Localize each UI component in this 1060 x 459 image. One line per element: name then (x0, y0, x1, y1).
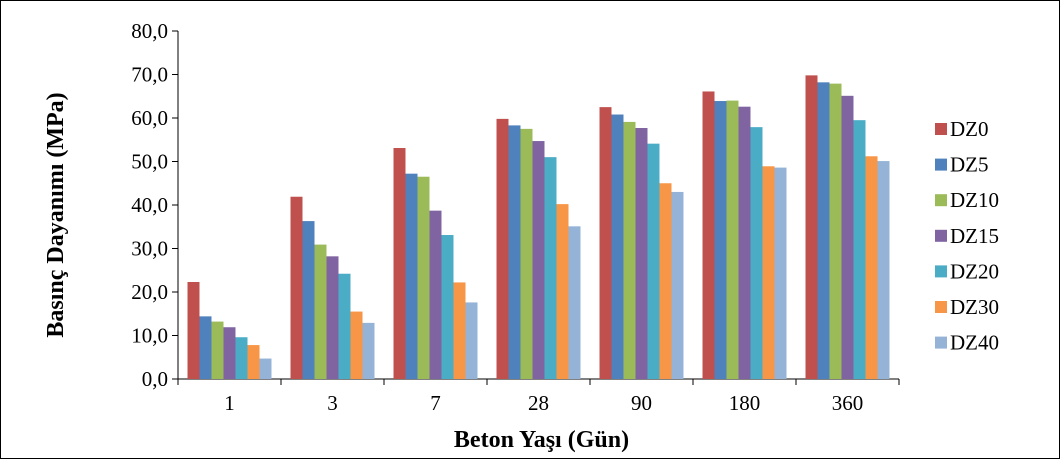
bar-dz40-3 (362, 322, 375, 379)
bar-dz10-180 (726, 100, 739, 379)
legend-swatch-dz40 (935, 336, 947, 349)
y-tick-label: 50,0 (131, 150, 168, 174)
bar-dz20-90 (647, 143, 660, 379)
bar-dz40-360 (877, 161, 890, 379)
bar-dz5-360 (817, 82, 830, 379)
bar-dz15-360 (841, 95, 854, 379)
y-tick-label: 20,0 (131, 280, 168, 304)
y-tick-label: 0,0 (142, 367, 168, 391)
legend-label-dz30: DZ30 (950, 295, 999, 319)
bar-dz30-3 (350, 311, 363, 379)
legend-swatch-dz30 (935, 301, 947, 313)
y-tick-label: 70,0 (131, 63, 168, 87)
legend-label-dz20: DZ20 (950, 259, 999, 283)
bar-dz30-180 (762, 166, 775, 379)
bar-dz30-1 (247, 345, 260, 379)
bar-dz20-1 (235, 337, 248, 379)
legend: DZ0 DZ5 DZ10 DZ15 DZ20 DZ30 DZ40 (935, 117, 999, 355)
y-tick-label: 30,0 (131, 237, 168, 261)
bar-dz30-28 (556, 204, 569, 379)
legend-label-dz15: DZ15 (950, 224, 999, 248)
x-tick-label: 360 (832, 391, 864, 415)
bars (187, 75, 890, 380)
bar-dz40-28 (568, 226, 581, 379)
legend-swatch-dz5 (935, 158, 947, 171)
bar-dz20-180 (750, 127, 763, 379)
legend-swatch-dz0 (935, 123, 947, 135)
y-axis: 0,0 10,0 20,0 30,0 40,0 50,0 60,0 70,0 80,0 (131, 19, 179, 391)
y-tick-label: 40,0 (131, 193, 168, 217)
bar-dz30-7 (453, 282, 466, 379)
x-tick-label: 180 (729, 391, 761, 415)
y-tick-label: 60,0 (131, 106, 168, 130)
bar-dz10-90 (623, 121, 636, 379)
bar-dz0-3 (290, 196, 303, 379)
legend-label-dz40: DZ40 (950, 331, 999, 355)
y-tick-label: 80,0 (131, 19, 168, 43)
legend-swatch-dz15 (935, 229, 947, 242)
bar-dz40-1 (259, 358, 272, 379)
x-tick-label: 1 (224, 391, 235, 415)
x-tick-label: 3 (327, 391, 338, 415)
bar-dz10-28 (520, 128, 533, 379)
bar-dz0-90 (599, 107, 612, 379)
bar-dz5-7 (405, 173, 418, 379)
bar-dz0-1 (187, 281, 200, 379)
bar-dz10-360 (829, 83, 842, 379)
bar-dz15-180 (738, 106, 751, 379)
bar-dz20-3 (338, 273, 351, 379)
bar-dz20-28 (544, 157, 557, 379)
bar-dz5-1 (199, 316, 212, 379)
bar-dz15-1 (223, 327, 236, 379)
x-tick-label: 28 (528, 391, 549, 415)
bar-dz0-180 (702, 91, 715, 379)
x-tick-label: 7 (430, 391, 441, 415)
bar-dz10-1 (211, 321, 224, 379)
bar-dz5-90 (611, 114, 624, 380)
bar-dz20-7 (441, 235, 454, 379)
bar-dz40-7 (465, 302, 478, 379)
bar-dz0-360 (805, 75, 818, 380)
bar-dz5-28 (508, 125, 521, 380)
bar-dz20-360 (853, 120, 866, 380)
legend-swatch-dz10 (935, 194, 947, 207)
bar-dz0-28 (496, 118, 509, 380)
legend-swatch-dz20 (935, 265, 947, 278)
bar-dz15-90 (635, 128, 648, 379)
bar-dz30-90 (659, 183, 672, 379)
x-axis-title: Beton Yaşı (Gün) (454, 427, 629, 453)
bar-dz40-180 (774, 167, 787, 379)
legend-label-dz5: DZ5 (950, 153, 989, 177)
bar-dz15-7 (429, 210, 442, 379)
bar-dz5-3 (302, 221, 315, 379)
legend-label-dz10: DZ10 (950, 188, 999, 212)
legend-label-dz0: DZ0 (950, 117, 989, 141)
x-axis: 1 3 7 28 90 180 360 (177, 378, 900, 415)
bar-dz40-90 (671, 191, 684, 379)
bar-dz15-3 (326, 256, 339, 379)
y-tick-label: 10,0 (131, 324, 168, 348)
bar-dz0-7 (393, 148, 406, 379)
bar-dz30-360 (865, 156, 878, 379)
bar-dz15-28 (532, 141, 545, 379)
y-axis-title: Basınç Dayanımı (MPa) (43, 92, 69, 337)
bar-dz5-180 (714, 101, 727, 379)
bar-dz10-3 (314, 244, 327, 379)
x-tick-label: 90 (631, 391, 652, 415)
bar-dz10-7 (417, 176, 430, 379)
